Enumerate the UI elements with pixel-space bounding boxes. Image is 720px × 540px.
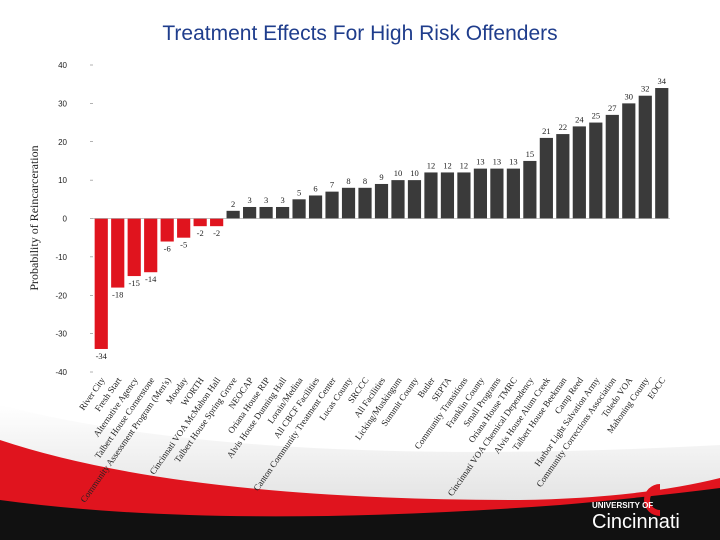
bar xyxy=(226,210,240,219)
value-label: 22 xyxy=(559,122,568,132)
bar xyxy=(490,168,504,219)
bar xyxy=(210,218,224,227)
bar xyxy=(292,199,306,219)
value-label: 30 xyxy=(625,91,634,101)
bar xyxy=(457,172,471,219)
value-label: -15 xyxy=(129,278,140,288)
bar xyxy=(193,218,207,227)
bar xyxy=(111,218,125,288)
bar xyxy=(94,218,108,349)
bar xyxy=(622,103,636,219)
value-label: -34 xyxy=(96,351,108,361)
value-label: 13 xyxy=(509,157,518,167)
bar xyxy=(308,195,323,219)
bar xyxy=(589,122,603,219)
y-tick-label: -20 xyxy=(55,291,67,300)
value-label: -5 xyxy=(180,240,187,250)
bar xyxy=(556,134,570,219)
bar xyxy=(539,137,553,219)
logo-mark xyxy=(644,484,660,516)
bar xyxy=(358,187,372,219)
y-tick-label: -40 xyxy=(55,368,67,377)
value-label: 8 xyxy=(363,176,367,186)
bar xyxy=(523,160,537,219)
bar xyxy=(391,180,405,219)
value-label: -6 xyxy=(164,244,171,254)
y-tick-label: 30 xyxy=(58,99,67,108)
value-label: 12 xyxy=(427,160,436,170)
bar xyxy=(605,114,619,219)
value-label: -18 xyxy=(112,290,123,300)
y-tick-label: 40 xyxy=(58,61,67,70)
value-label: 24 xyxy=(575,114,584,124)
bar xyxy=(177,218,191,238)
bar xyxy=(407,180,422,219)
y-tick-label: -30 xyxy=(55,330,67,339)
bar xyxy=(144,218,158,273)
bar xyxy=(638,95,652,219)
value-label: 15 xyxy=(526,149,535,159)
y-tick-label: 0 xyxy=(63,215,68,224)
value-label: 10 xyxy=(410,168,419,178)
value-label: 7 xyxy=(330,180,334,190)
bar xyxy=(374,183,389,219)
bar xyxy=(325,191,339,219)
value-label: 3 xyxy=(280,195,284,205)
value-label: 32 xyxy=(641,84,650,94)
value-label: 12 xyxy=(443,160,452,170)
bar xyxy=(160,218,174,242)
value-label: -14 xyxy=(145,274,157,284)
value-label: 5 xyxy=(297,187,301,197)
y-tick-label: 10 xyxy=(58,176,67,185)
x-tick-label: EOCC xyxy=(645,375,667,400)
y-tick-label: -10 xyxy=(55,253,67,262)
value-label: 12 xyxy=(460,160,469,170)
bar xyxy=(424,172,438,219)
value-label: 34 xyxy=(658,76,667,86)
bar xyxy=(259,206,273,219)
value-label: 2 xyxy=(231,199,235,209)
value-label: 8 xyxy=(346,176,350,186)
bar xyxy=(506,168,520,219)
value-label: -2 xyxy=(197,228,204,238)
value-label: 10 xyxy=(394,168,403,178)
bar xyxy=(572,126,586,219)
swoosh-black xyxy=(0,488,720,540)
value-label: 3 xyxy=(247,195,251,205)
value-label: -2 xyxy=(213,228,220,238)
value-label: 9 xyxy=(379,172,383,182)
y-axis-label: Probability of Reincarceration xyxy=(27,145,41,290)
y-tick-label: 20 xyxy=(58,138,67,147)
value-label: 13 xyxy=(476,157,485,167)
chart-title: Treatment Effects For High Risk Offender… xyxy=(162,22,557,45)
value-label: 21 xyxy=(542,126,551,136)
bar xyxy=(341,187,356,219)
value-label: 6 xyxy=(313,183,317,193)
bar xyxy=(127,218,141,277)
bar xyxy=(243,206,257,219)
logo-name: Cincinnati xyxy=(592,511,680,533)
value-label: 25 xyxy=(592,111,601,121)
bar xyxy=(473,168,488,219)
value-label: 3 xyxy=(264,195,268,205)
bar xyxy=(440,172,455,219)
value-label: 13 xyxy=(493,157,502,167)
value-label: 27 xyxy=(608,103,617,113)
logo-university-of: UNIVERSITY OF xyxy=(592,501,653,510)
bar xyxy=(275,206,290,219)
bar xyxy=(655,88,669,219)
